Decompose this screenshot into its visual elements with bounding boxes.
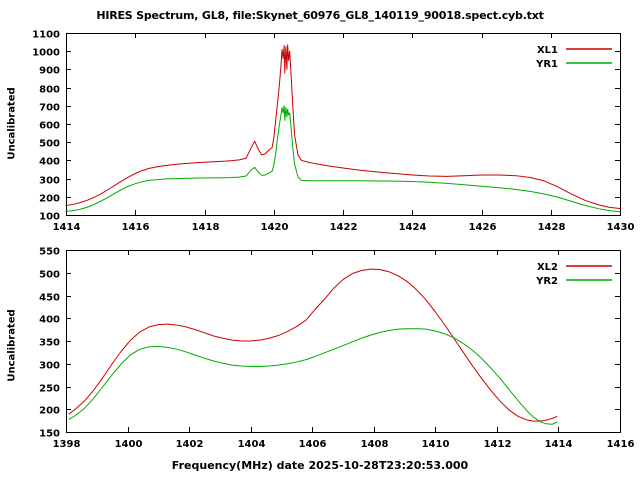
- series-line-yr2: [68, 328, 558, 425]
- y-tick-label: 400: [39, 157, 60, 168]
- x-tick-label: 1410: [422, 439, 450, 450]
- y-tick-label: 100: [39, 212, 60, 223]
- legend-label-yr1: YR1: [535, 59, 558, 70]
- series-line-xl2: [68, 268, 558, 422]
- x-tick-label: 1402: [176, 439, 204, 450]
- x-tick-label: 1416: [607, 439, 635, 450]
- x-tick-label: 1416: [122, 222, 150, 233]
- panel-top-panel: 1414 1416 1418 1420 1422 1424 1426 1428 1430 100 2…: [32, 30, 634, 234]
- x-tick-label: 1418: [192, 222, 220, 233]
- y-tick-label: 300: [39, 176, 60, 187]
- x-tick-label: 1398: [53, 439, 81, 450]
- x-tick-label: 1414: [53, 222, 81, 233]
- y-tick-label: 550: [39, 247, 60, 258]
- x-tick-label: 1430: [607, 222, 635, 233]
- y-tick-label: 500: [39, 270, 60, 281]
- x-tick-label: 1412: [484, 439, 512, 450]
- x-tick-label: 1424: [399, 222, 427, 233]
- series-line-xl1: [65, 44, 621, 209]
- x-tick-label: 1414: [545, 439, 573, 450]
- y-tick-label: 200: [39, 194, 60, 205]
- x-tick-label: 1428: [538, 222, 566, 233]
- x-tick-label: 1426: [469, 222, 497, 233]
- y-tick-label: 700: [39, 103, 60, 114]
- y-tick-label: 1000: [32, 48, 60, 59]
- y-tick-label: 450: [39, 293, 60, 304]
- y-axis-title-top: Uncalibrated: [6, 87, 18, 160]
- y-tick-label: 1100: [32, 30, 60, 41]
- y-tick-label: 350: [39, 338, 60, 349]
- legend-label-xl1: XL1: [537, 45, 558, 56]
- x-tick-label: 1404: [238, 439, 266, 450]
- y-tick-label: 400: [39, 315, 60, 326]
- y-tick-label: 150: [39, 429, 60, 440]
- x-axis-title: Frequency(MHz) date 2025-10-28T23:20:53.…: [171, 459, 469, 472]
- x-tick-label: 1408: [361, 439, 389, 450]
- y-axis-title-bottom: Uncalibrated: [6, 309, 18, 382]
- page-title: HIRES Spectrum, GL8, file:Skynet_60976_G…: [96, 9, 544, 22]
- legend-label-xl2: XL2: [537, 262, 558, 273]
- y-tick-label: 900: [39, 66, 60, 77]
- x-tick-label: 1400: [115, 439, 143, 450]
- panel-bottom-panel: 1398 1400 1402 1404 1406 1408 1410 1412 1414 1416…: [39, 247, 634, 451]
- legend-label-yr2: YR2: [535, 276, 558, 287]
- y-tick-label: 250: [39, 384, 60, 395]
- series-line-yr1: [65, 105, 621, 213]
- y-tick-label: 300: [39, 361, 60, 372]
- y-tick-label: 800: [39, 85, 60, 96]
- x-tick-label: 1406: [299, 439, 327, 450]
- y-tick-label: 500: [39, 139, 60, 150]
- x-tick-label: 1422: [330, 222, 358, 233]
- x-tick-label: 1420: [261, 222, 289, 233]
- y-tick-label: 200: [39, 406, 60, 417]
- y-tick-label: 600: [39, 121, 60, 132]
